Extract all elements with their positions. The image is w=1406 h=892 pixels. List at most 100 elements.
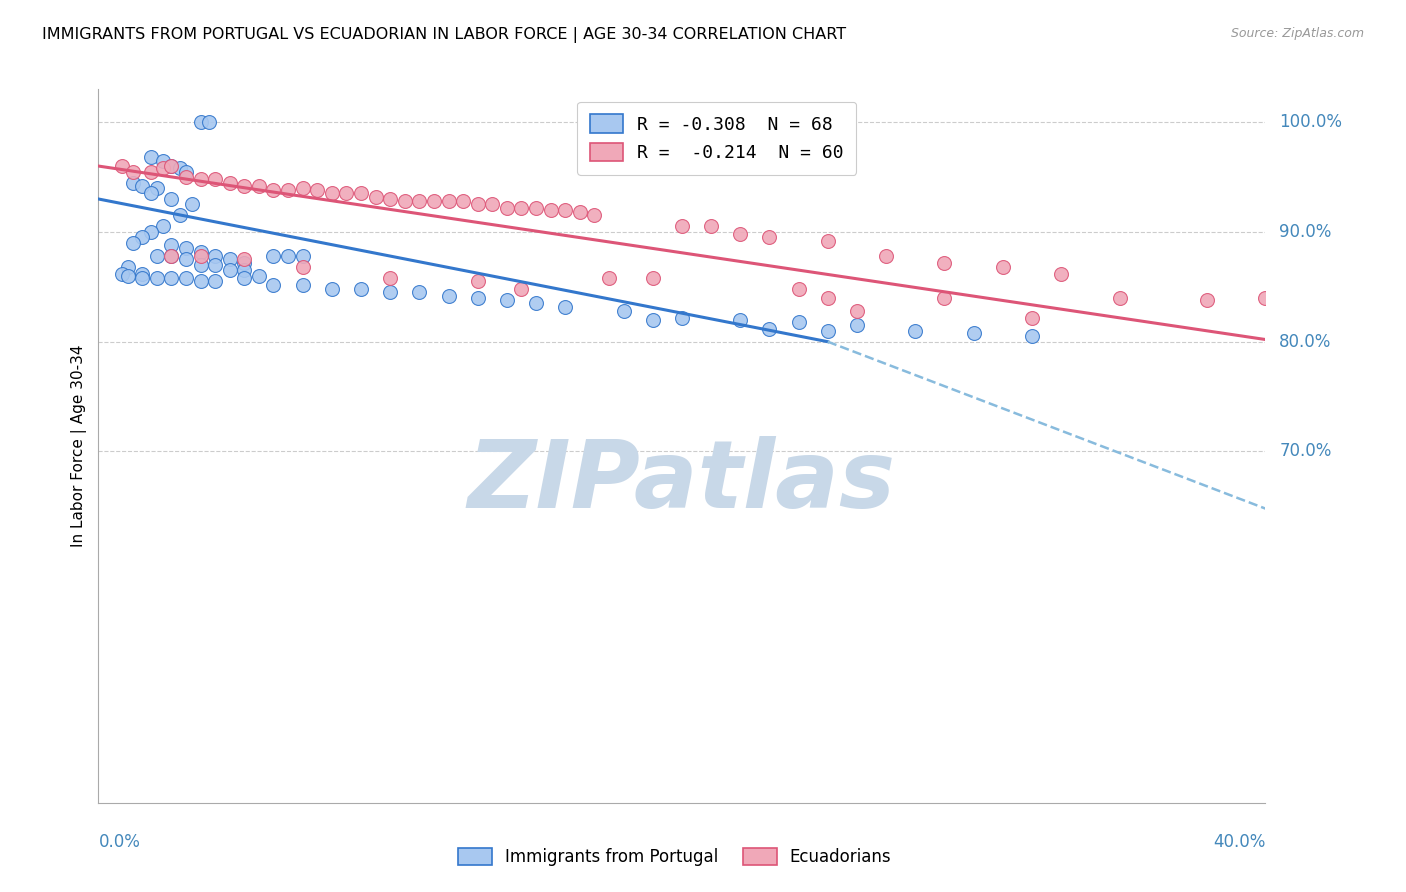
Point — [233, 263, 256, 277]
Point — [233, 255, 256, 269]
Point — [262, 277, 284, 292]
Point — [174, 169, 197, 184]
Point — [152, 161, 174, 176]
Point — [131, 267, 153, 281]
Point — [437, 194, 460, 209]
Point — [204, 172, 226, 186]
Point — [139, 164, 162, 178]
Point — [190, 115, 212, 129]
Point — [495, 201, 517, 215]
Point — [190, 258, 212, 272]
Point — [204, 249, 226, 263]
Point — [350, 282, 373, 296]
Text: 0.0%: 0.0% — [98, 833, 141, 851]
Point — [321, 186, 343, 201]
Point — [495, 293, 517, 307]
Point — [845, 318, 868, 333]
Point — [467, 291, 489, 305]
Point — [700, 219, 723, 234]
Point — [817, 324, 839, 338]
Point — [198, 115, 221, 129]
Point — [904, 324, 927, 338]
Point — [758, 321, 780, 335]
Point — [262, 249, 284, 263]
Point — [139, 186, 162, 201]
Point — [218, 263, 240, 277]
Point — [568, 205, 591, 219]
Point — [1108, 291, 1130, 305]
Point — [510, 282, 533, 296]
Point — [524, 296, 547, 310]
Point — [467, 197, 489, 211]
Point — [122, 164, 145, 178]
Point — [817, 234, 839, 248]
Point — [233, 178, 256, 193]
Point — [146, 181, 169, 195]
Point — [408, 194, 430, 209]
Point — [1050, 267, 1073, 281]
Point — [169, 161, 191, 176]
Point — [233, 271, 256, 285]
Point — [787, 315, 810, 329]
Point — [437, 288, 460, 302]
Point — [160, 159, 183, 173]
Point — [146, 271, 169, 285]
Point — [174, 271, 197, 285]
Point — [160, 271, 183, 285]
Point — [180, 197, 202, 211]
Point — [1021, 310, 1043, 325]
Point — [598, 271, 620, 285]
Point — [291, 249, 314, 263]
Point — [307, 183, 329, 197]
Legend: Immigrants from Portugal, Ecuadorians: Immigrants from Portugal, Ecuadorians — [450, 840, 900, 875]
Text: 70.0%: 70.0% — [1279, 442, 1331, 460]
Point — [160, 249, 183, 263]
Point — [174, 252, 197, 267]
Point — [467, 274, 489, 288]
Point — [190, 172, 212, 186]
Point — [117, 268, 139, 283]
Point — [139, 150, 162, 164]
Point — [169, 209, 191, 223]
Point — [218, 176, 240, 190]
Point — [247, 268, 270, 283]
Point — [190, 249, 212, 263]
Point — [481, 197, 503, 211]
Point — [111, 159, 134, 173]
Point — [160, 238, 183, 252]
Point — [1254, 291, 1277, 305]
Text: 40.0%: 40.0% — [1213, 833, 1265, 851]
Point — [117, 260, 139, 274]
Point — [321, 282, 343, 296]
Point — [335, 186, 357, 201]
Point — [204, 274, 226, 288]
Point — [174, 164, 197, 178]
Point — [845, 304, 868, 318]
Point — [233, 252, 256, 267]
Point — [291, 260, 314, 274]
Point — [277, 249, 299, 263]
Point — [817, 291, 839, 305]
Point — [787, 282, 810, 296]
Point — [728, 227, 751, 241]
Point — [139, 225, 162, 239]
Point — [394, 194, 416, 209]
Text: 80.0%: 80.0% — [1279, 333, 1331, 351]
Point — [291, 277, 314, 292]
Point — [160, 249, 183, 263]
Point — [146, 249, 169, 263]
Point — [277, 183, 299, 197]
Point — [671, 219, 693, 234]
Point — [510, 201, 533, 215]
Legend: R = -0.308  N = 68, R =  -0.214  N = 60: R = -0.308 N = 68, R = -0.214 N = 60 — [578, 102, 856, 175]
Point — [190, 274, 212, 288]
Point — [583, 209, 606, 223]
Point — [641, 271, 664, 285]
Point — [1021, 329, 1043, 343]
Point — [875, 249, 897, 263]
Point — [122, 235, 145, 250]
Point — [131, 178, 153, 193]
Text: 100.0%: 100.0% — [1279, 113, 1343, 131]
Point — [350, 186, 373, 201]
Point — [671, 310, 693, 325]
